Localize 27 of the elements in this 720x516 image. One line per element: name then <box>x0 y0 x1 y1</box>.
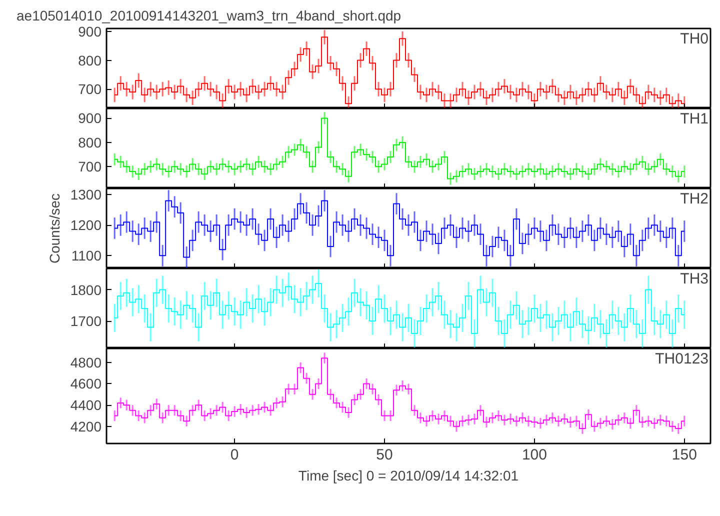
x-axis-title: Time [sec] 0 = 2010/09/14 14:32:01 <box>298 468 519 484</box>
y-tick-label: 800 <box>78 52 102 68</box>
y-tick-label: 900 <box>78 110 102 126</box>
x-tick-label: 150 <box>672 446 697 464</box>
y-axis-title: Counts/sec <box>46 193 62 264</box>
y-tick-label: 1100 <box>71 248 102 264</box>
y-tick-label: 4400 <box>70 397 102 414</box>
annotation: TH0123 <box>655 350 709 368</box>
y-tick-label: 900 <box>78 23 102 40</box>
x-tick-label: 0 <box>230 446 239 464</box>
annotation: TH0 <box>680 30 709 48</box>
y-tick-label: 800 <box>78 134 102 150</box>
y-tick-label: 4600 <box>70 376 102 392</box>
y-tick-label: 700 <box>78 158 102 175</box>
x-tick-label: 100 <box>522 446 547 464</box>
annotation: TH3 <box>680 270 709 288</box>
y-tick-label: 4800 <box>70 354 102 370</box>
x-tick-label: 50 <box>376 446 393 464</box>
annotation: TH1 <box>680 110 709 128</box>
chart-title: ae105014010_20100914143201_wam3_trn_4band_short.qdp <box>16 8 402 24</box>
y-tick-label: 4200 <box>70 418 102 434</box>
y-tick-label: 1300 <box>70 186 102 203</box>
annotation: TH2 <box>680 190 709 208</box>
y-tick-label: 1800 <box>70 282 102 298</box>
y-tick-label: 1200 <box>70 217 102 234</box>
y-tick-label: 1700 <box>70 313 102 329</box>
y-tick-label: 700 <box>78 81 102 98</box>
